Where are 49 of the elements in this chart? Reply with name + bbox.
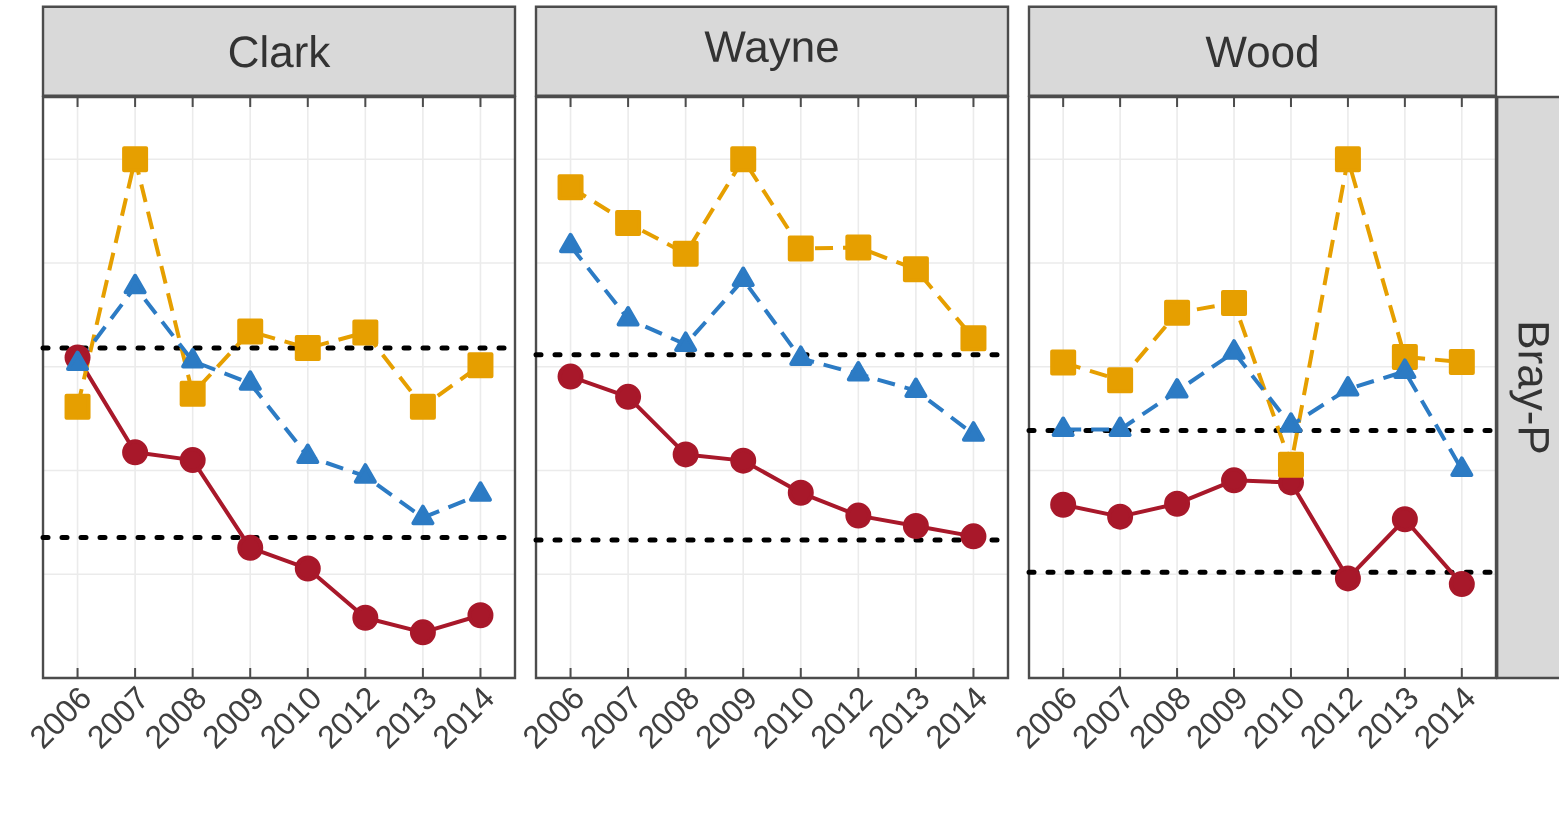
point: [1448, 349, 1475, 376]
point: [467, 602, 494, 629]
point: [409, 393, 436, 420]
point: [237, 318, 264, 345]
point: [1221, 289, 1248, 316]
point: [1334, 146, 1361, 173]
point: [845, 234, 872, 261]
point: [730, 447, 757, 474]
point: [557, 363, 584, 390]
point: [1107, 503, 1134, 530]
point: [1448, 571, 1475, 598]
point: [122, 146, 149, 173]
point: [409, 619, 436, 646]
point: [179, 380, 206, 407]
point: [960, 523, 987, 550]
point: [845, 502, 872, 529]
point: [467, 352, 494, 379]
point: [615, 210, 642, 237]
point: [672, 240, 699, 267]
point: [1164, 299, 1191, 326]
point: [557, 174, 584, 201]
chart-title: Wayne: [704, 31, 838, 71]
point: [1164, 490, 1191, 517]
point: [1050, 491, 1077, 518]
point: [237, 534, 264, 561]
point: [294, 555, 321, 582]
point: [352, 319, 379, 346]
point: [1050, 349, 1077, 376]
chart-title: Wood: [1205, 35, 1317, 68]
point: [902, 256, 929, 283]
point: [960, 325, 987, 352]
point: [1277, 451, 1304, 478]
point: [730, 146, 757, 173]
point: [1334, 565, 1361, 592]
point: [1221, 467, 1248, 494]
point: [902, 512, 929, 539]
point: [352, 604, 379, 631]
point: [615, 383, 642, 410]
point: [787, 479, 814, 506]
point: [64, 393, 91, 420]
chart-title: Clark: [229, 35, 331, 68]
y2-axis-title: Bray-P: [1509, 323, 1549, 453]
point: [787, 235, 814, 262]
point: [122, 439, 149, 466]
point: [179, 447, 206, 474]
point: [672, 441, 699, 468]
point: [1107, 367, 1134, 394]
point: [294, 335, 321, 362]
point: [1391, 506, 1418, 533]
